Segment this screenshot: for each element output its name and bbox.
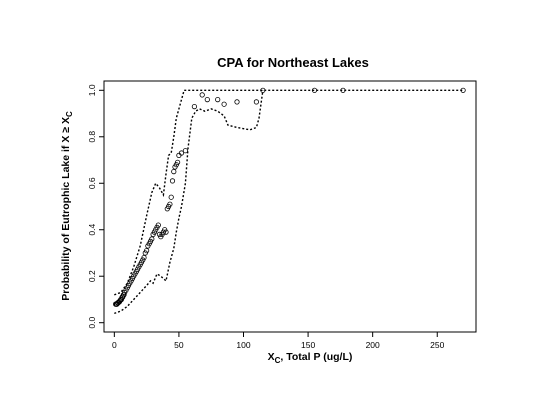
y-tick-label: 0.4 — [87, 224, 97, 236]
y-tick-label: 0.8 — [87, 131, 97, 143]
upper-confidence-band — [114, 89, 464, 296]
data-point — [141, 255, 147, 261]
data-point — [163, 229, 169, 235]
data-point — [167, 201, 173, 207]
data-point — [175, 159, 181, 165]
y-axis-label: Probability of Eutrophic Lake if X ≥ XC — [60, 111, 74, 301]
data-point — [234, 99, 240, 105]
data-point — [182, 148, 188, 154]
x-tick-label: 150 — [301, 340, 315, 350]
data-point — [460, 87, 466, 93]
x-tick-label: 200 — [366, 340, 380, 350]
axes: 0 50 100 150 200 250 0.0 0.2 0.4 0.6 0.8 1.0 — [87, 84, 445, 350]
data-point — [204, 97, 210, 103]
data-point — [191, 104, 197, 110]
data-point — [253, 99, 259, 105]
data-point — [144, 248, 150, 254]
data-point — [260, 87, 266, 93]
chart-title: CPA for Northeast Lakes — [217, 55, 369, 70]
y-tick-label: 1.0 — [87, 84, 97, 96]
data-point — [171, 169, 177, 175]
x-axis-label: XC, Total P (ug/L) — [268, 351, 353, 365]
x-tick-label: 100 — [236, 340, 250, 350]
data-point — [168, 194, 174, 200]
lower-confidence-band — [114, 90, 264, 315]
data-point — [155, 222, 161, 228]
data-point — [169, 178, 176, 184]
data-point — [340, 87, 346, 93]
plot-frame — [103, 80, 477, 333]
x-tick-label: 250 — [430, 340, 444, 350]
data-point — [178, 150, 185, 156]
data-point — [149, 236, 155, 242]
x-tick-label: 50 — [174, 340, 184, 350]
data-point — [176, 152, 182, 158]
confidence-bands — [114, 89, 464, 315]
data-point — [215, 97, 221, 103]
data-point — [121, 292, 127, 298]
y-tick-label: 0.0 — [87, 317, 97, 329]
data-points — [113, 87, 466, 307]
y-tick-label: 0.2 — [87, 270, 97, 282]
x-tick-label: 0 — [112, 340, 117, 350]
data-point — [199, 92, 205, 98]
data-point — [221, 101, 227, 107]
y-tick-label: 0.6 — [87, 177, 97, 189]
data-point — [311, 87, 318, 93]
